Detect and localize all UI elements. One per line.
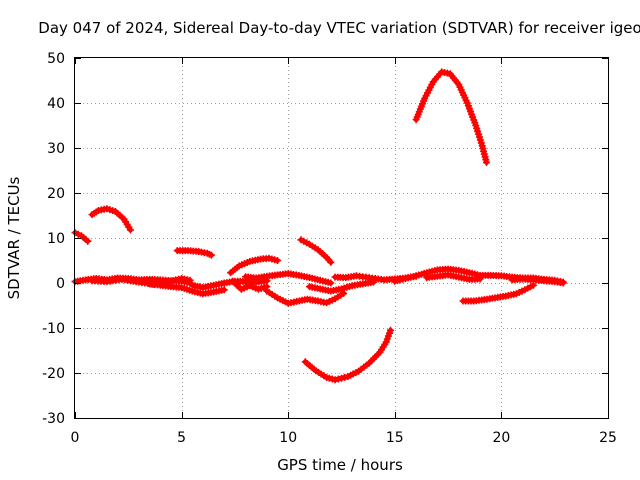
series-arc-13 bbox=[306, 278, 377, 295]
data-point bbox=[327, 258, 335, 266]
data-point bbox=[338, 374, 345, 382]
x-axis-title: GPS time / hours bbox=[277, 456, 403, 474]
series-arc-17 bbox=[423, 271, 484, 283]
y-tick-label: 30 bbox=[47, 141, 65, 157]
series-arc-19 bbox=[459, 281, 537, 305]
series-arc-05 bbox=[146, 280, 228, 298]
series-arc-09 bbox=[229, 277, 271, 293]
y-tick-label: 50 bbox=[47, 51, 65, 67]
data-point bbox=[476, 275, 484, 283]
series-arc-10 bbox=[242, 270, 335, 287]
data-point bbox=[327, 279, 335, 287]
y-tick-label: 40 bbox=[47, 96, 65, 112]
y-tick-label: -10 bbox=[42, 321, 65, 337]
data-point bbox=[559, 279, 567, 287]
y-tick-label: 20 bbox=[47, 186, 65, 202]
data-point bbox=[387, 326, 394, 334]
x-tick-label: 20 bbox=[492, 430, 510, 446]
y-axis: -30 -20 -10 0 10 20 30 40 50 bbox=[42, 51, 608, 427]
data-point bbox=[186, 276, 194, 284]
data-point bbox=[274, 257, 281, 264]
x-tick-label: 10 bbox=[279, 430, 297, 446]
x-tick-label: 15 bbox=[386, 430, 404, 446]
series-arc-15 bbox=[301, 326, 394, 384]
y-axis-title: SDTVAR / TECUs bbox=[5, 176, 23, 299]
series-arc-08 bbox=[227, 254, 281, 277]
x-axis: 0 5 10 15 20 25 bbox=[71, 58, 617, 446]
x-tick-label: 5 bbox=[177, 430, 186, 446]
x-tick-label: 25 bbox=[599, 430, 617, 446]
x-tick-label: 0 bbox=[71, 430, 80, 446]
series-arc-18 bbox=[412, 68, 490, 166]
data-point bbox=[84, 237, 92, 245]
plot-frame bbox=[74, 57, 609, 419]
series-arc-20 bbox=[508, 275, 567, 287]
y-tick-label: -30 bbox=[42, 411, 65, 427]
chart-title: Day 047 of 2024, Sidereal Day-to-day VTE… bbox=[38, 19, 640, 37]
series-arc-12 bbox=[297, 236, 335, 266]
y-tick-label: -20 bbox=[42, 366, 65, 382]
data-point bbox=[207, 251, 215, 259]
data-series bbox=[71, 68, 567, 384]
series-arc-11 bbox=[263, 287, 348, 307]
data-point bbox=[483, 158, 490, 166]
grid-lines bbox=[75, 58, 608, 418]
series-arc-07 bbox=[173, 247, 215, 259]
data-point bbox=[126, 226, 134, 234]
series-arc-02 bbox=[88, 205, 134, 234]
y-tick-label: 10 bbox=[47, 231, 65, 247]
y-tick-label: 0 bbox=[56, 276, 65, 292]
data-point bbox=[220, 286, 228, 294]
